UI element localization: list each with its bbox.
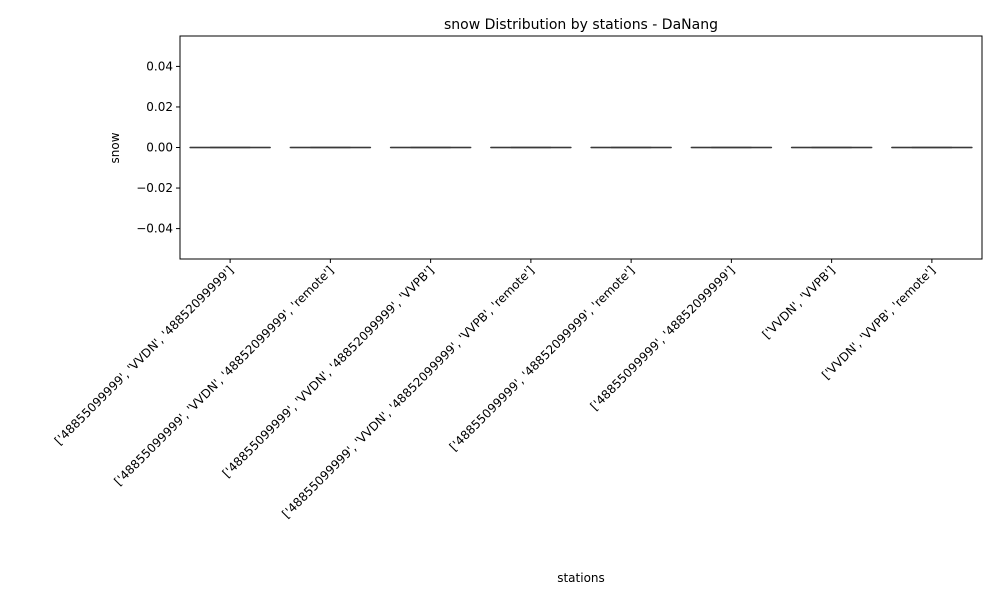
x-axis-label: stations [557,571,605,585]
x-tick-label: ['48855099999', 'VVDN', '48852099999', '… [111,263,336,488]
y-tick-label: −0.04 [136,222,173,236]
x-tick-label: ['48855099999', '48852099999', 'remote'] [447,263,638,454]
x-axis-ticks: ['48855099999', 'VVDN', '48852099999']['… [52,259,938,521]
x-tick-label: ['VVDN', 'VVPB', 'remote'] [819,263,938,382]
y-tick-label: −0.02 [136,181,173,195]
y-tick-label: 0.04 [146,59,173,73]
y-tick-label: 0.02 [146,100,173,114]
y-axis-ticks: −0.04 −0.02 0.00 0.02 0.04 [136,59,180,236]
x-tick-label: ['48855099999', 'VVDN', '48852099999'] [52,263,237,448]
y-axis-label: snow [108,132,122,163]
x-tick-label: ['VVDN', 'VVPB'] [759,263,837,341]
chart-title: snow Distribution by stations - DaNang [444,17,718,33]
y-tick-label: 0.00 [146,141,173,155]
plot-frame [179,35,983,260]
x-tick-label: ['48855099999', 'VVDN', '48852099999', '… [220,263,437,480]
